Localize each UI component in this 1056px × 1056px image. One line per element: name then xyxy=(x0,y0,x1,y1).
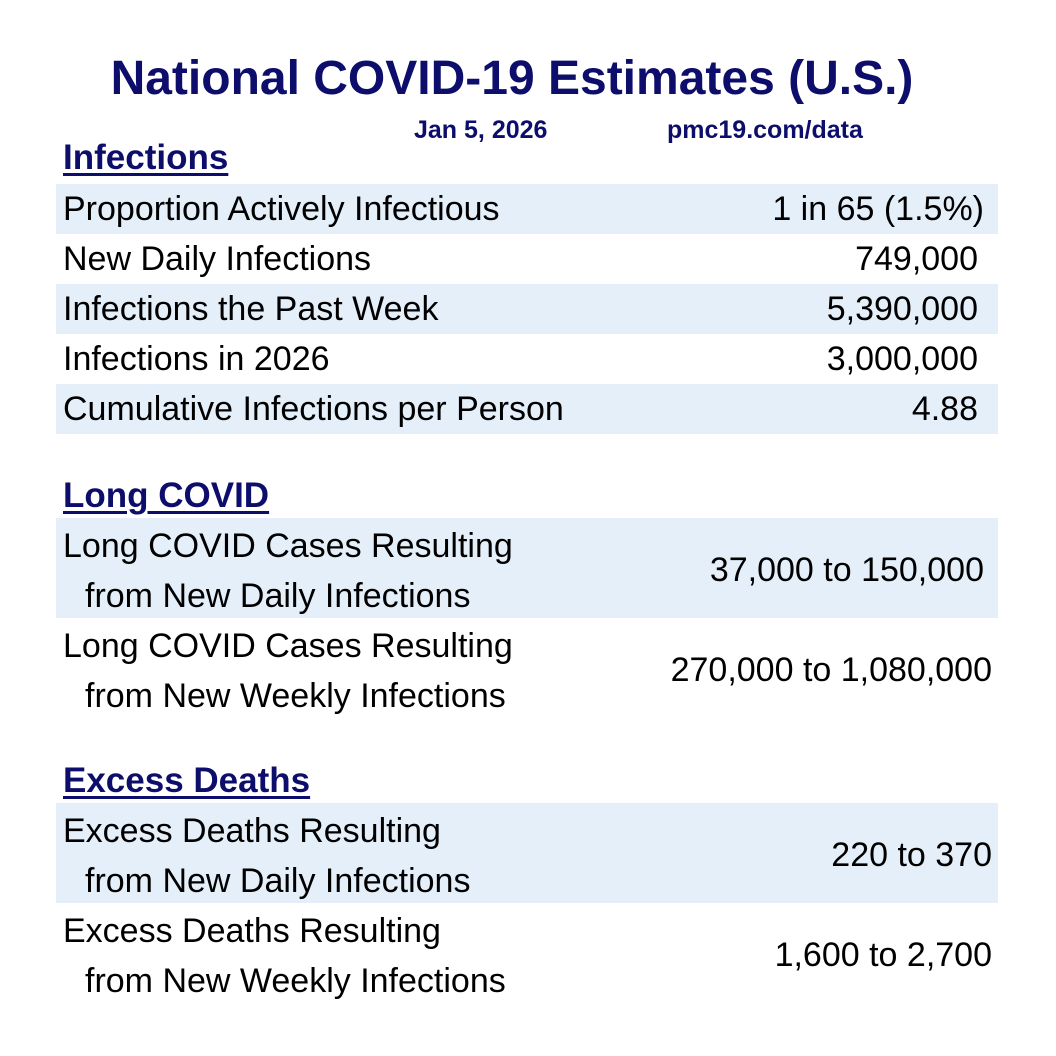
page-title: National COVID-19 Estimates (U.S.) xyxy=(110,52,914,105)
row-value: 749,000 xyxy=(855,240,978,278)
table-row: Excess Deaths Resulting from New Weekly … xyxy=(56,903,998,1003)
row-label: New Daily Infections xyxy=(63,240,372,278)
row-value: 3,000,000 xyxy=(826,340,978,378)
source-url: pmc19.com/data xyxy=(667,116,863,144)
table-row: Excess Deaths Resulting from New Daily I… xyxy=(56,803,998,903)
row-label-line1: Long COVID Cases Resulting xyxy=(63,527,513,565)
row-label-line2: from New Daily Infections xyxy=(85,862,471,900)
row-value: 1,600 to 2,700 xyxy=(774,936,992,974)
row-label-line2: from New Weekly Infections xyxy=(85,962,506,1000)
report-date: Jan 5, 2026 xyxy=(414,116,548,144)
row-label-line1: Excess Deaths Resulting xyxy=(63,912,441,950)
row-value: 37,000 to 150,000 xyxy=(709,551,984,589)
table-row: Infections the Past Week 5,390,000 xyxy=(56,284,998,334)
row-value: 270,000 to 1,080,000 xyxy=(670,651,992,689)
row-label-line1: Excess Deaths Resulting xyxy=(63,812,441,850)
row-label-line1: Long COVID Cases Resulting xyxy=(63,627,513,665)
row-label: Infections in 2026 xyxy=(63,340,330,378)
row-value: 220 to 370 xyxy=(831,836,992,874)
section-heading-excess-deaths: Excess Deaths xyxy=(63,761,311,800)
row-value: 4.88 xyxy=(911,390,978,428)
row-value: 1 in 65 (1.5%) xyxy=(772,190,984,228)
table-row: Long COVID Cases Resulting from New Dail… xyxy=(56,518,998,618)
table-row: Infections in 2026 3,000,000 xyxy=(56,334,998,384)
table-row: Cumulative Infections per Person 4.88 xyxy=(56,384,998,434)
table-row: Proportion Actively Infectious 1 in 65 (… xyxy=(56,184,998,234)
row-label: Proportion Actively Infectious xyxy=(63,190,500,228)
row-label-line2: from New Weekly Infections xyxy=(85,677,506,715)
section-heading-long-covid: Long COVID xyxy=(63,476,270,515)
row-label-line2: from New Daily Infections xyxy=(85,577,471,615)
section-heading-infections: Infections xyxy=(63,138,229,177)
table-row: New Daily Infections 749,000 xyxy=(56,234,998,284)
row-label: Infections the Past Week xyxy=(63,290,439,328)
table-row: Long COVID Cases Resulting from New Week… xyxy=(56,618,998,718)
row-value: 5,390,000 xyxy=(826,290,978,328)
row-label: Cumulative Infections per Person xyxy=(63,390,564,428)
